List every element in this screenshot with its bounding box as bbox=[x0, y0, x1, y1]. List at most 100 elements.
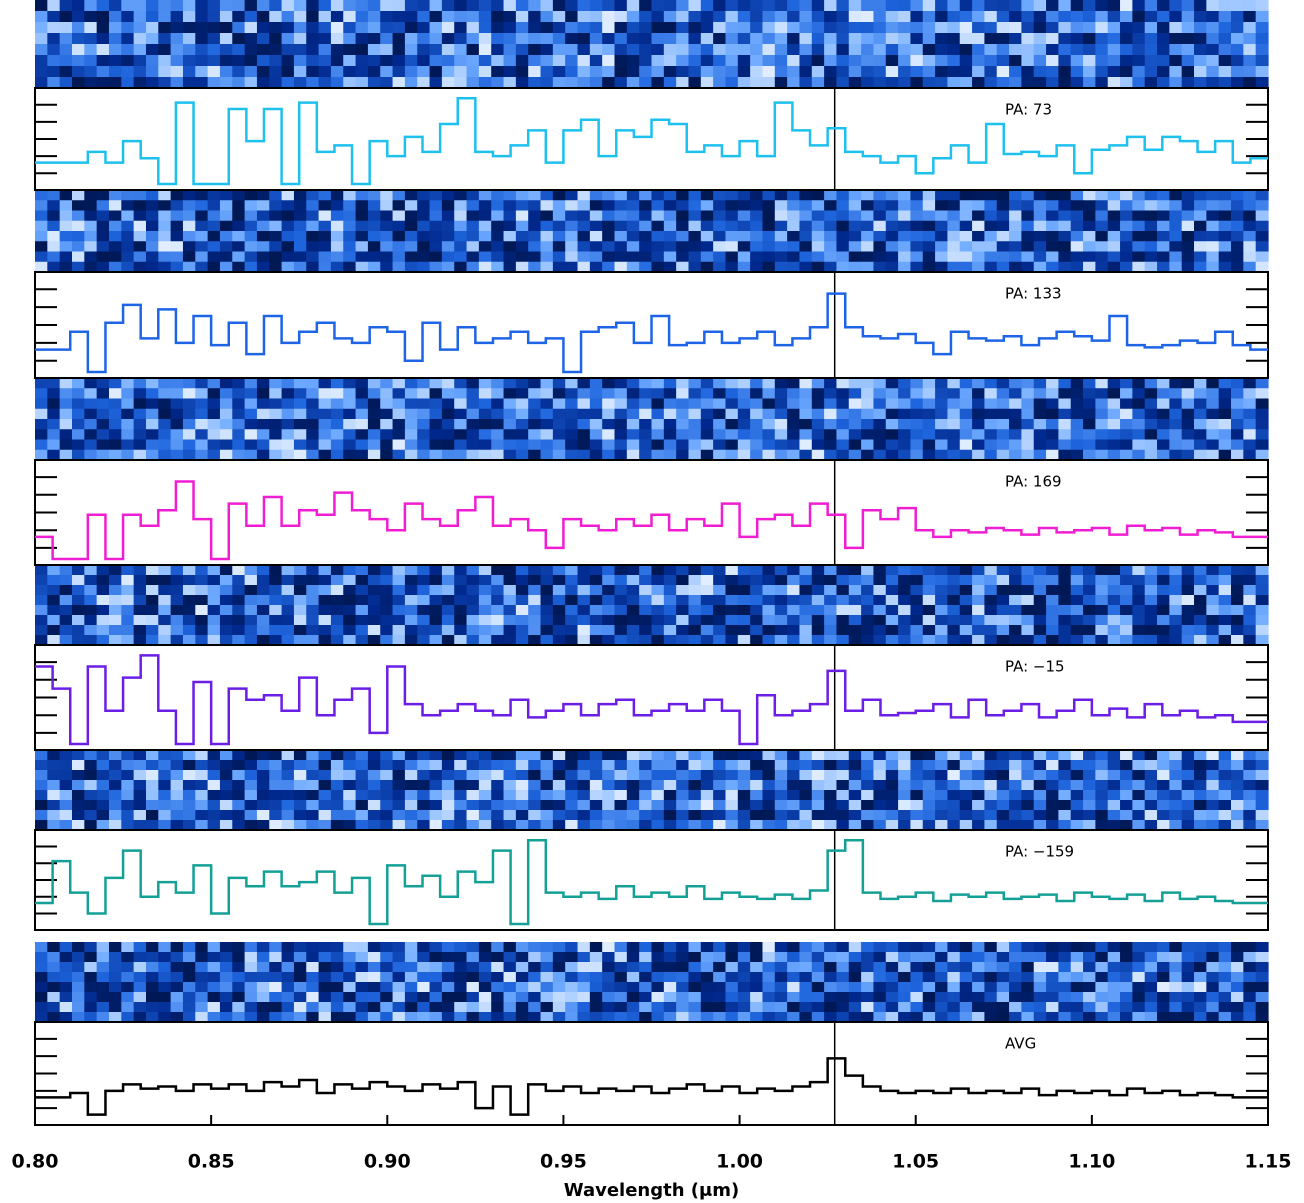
pixel bbox=[627, 55, 640, 67]
pixel bbox=[195, 44, 208, 56]
pixel bbox=[331, 972, 344, 983]
pixel bbox=[171, 33, 184, 45]
pixel bbox=[1157, 11, 1170, 23]
pixel bbox=[171, 429, 184, 440]
pixel bbox=[1071, 231, 1084, 242]
pixel bbox=[393, 440, 406, 451]
pixel bbox=[1145, 1002, 1158, 1013]
pixel bbox=[972, 810, 985, 821]
pixel bbox=[109, 605, 122, 616]
pixel bbox=[861, 972, 874, 983]
pixel bbox=[467, 0, 480, 12]
pixel bbox=[824, 11, 837, 23]
pixel bbox=[738, 595, 751, 606]
pixel bbox=[1120, 44, 1133, 56]
pixel bbox=[417, 770, 430, 781]
pixel bbox=[232, 190, 245, 201]
pixel bbox=[799, 66, 812, 78]
pixel bbox=[232, 750, 245, 761]
pixel bbox=[1206, 760, 1219, 771]
pixel bbox=[430, 252, 443, 263]
pixel bbox=[935, 810, 948, 821]
pixel bbox=[787, 44, 800, 56]
pixel bbox=[97, 231, 110, 242]
pixel bbox=[220, 760, 233, 771]
pixel bbox=[356, 211, 369, 222]
pixel bbox=[195, 221, 208, 232]
pixel bbox=[652, 942, 665, 953]
pixel bbox=[208, 409, 221, 420]
pixel bbox=[208, 190, 221, 201]
pixel bbox=[886, 450, 899, 461]
pixel bbox=[294, 33, 307, 45]
pixel bbox=[47, 942, 60, 953]
pixel bbox=[787, 800, 800, 811]
pixel bbox=[701, 440, 714, 451]
pixel bbox=[60, 378, 73, 389]
pixel bbox=[1243, 33, 1256, 45]
pixel bbox=[725, 66, 738, 78]
pixel bbox=[738, 231, 751, 242]
pixel bbox=[861, 962, 874, 973]
pixel bbox=[861, 810, 874, 821]
pixel bbox=[208, 11, 221, 23]
pixel bbox=[282, 800, 295, 811]
pixel bbox=[60, 440, 73, 451]
pixel bbox=[319, 33, 332, 45]
pixel bbox=[343, 231, 356, 242]
pixel bbox=[972, 388, 985, 399]
pixel bbox=[1145, 780, 1158, 791]
pixel bbox=[972, 615, 985, 626]
pixel bbox=[688, 770, 701, 781]
pixel bbox=[504, 33, 517, 45]
pixel bbox=[873, 440, 886, 451]
pixel bbox=[836, 231, 849, 242]
pixel bbox=[380, 44, 393, 56]
pixel bbox=[356, 605, 369, 616]
pixel bbox=[343, 200, 356, 211]
pixel bbox=[738, 972, 751, 983]
pixel bbox=[578, 409, 591, 420]
pixel bbox=[479, 399, 492, 410]
pixel bbox=[676, 942, 689, 953]
pixel bbox=[775, 625, 788, 636]
pixel bbox=[60, 810, 73, 821]
pixel bbox=[134, 982, 147, 993]
pixel bbox=[873, 760, 886, 771]
pixel bbox=[565, 440, 578, 451]
pixel bbox=[812, 419, 825, 430]
pixel bbox=[479, 810, 492, 821]
pixel bbox=[467, 440, 480, 451]
pixel bbox=[652, 565, 665, 576]
pixel bbox=[947, 66, 960, 78]
pixel bbox=[306, 760, 319, 771]
pixel bbox=[960, 44, 973, 56]
pixel bbox=[380, 33, 393, 45]
pixel bbox=[60, 11, 73, 23]
pixel bbox=[713, 190, 726, 201]
pixel bbox=[1169, 992, 1182, 1003]
pixel bbox=[639, 565, 652, 576]
pixel bbox=[380, 565, 393, 576]
pixel bbox=[1021, 33, 1034, 45]
pixel bbox=[405, 388, 418, 399]
pixel bbox=[1182, 942, 1195, 953]
pixel bbox=[824, 221, 837, 232]
pixel bbox=[72, 942, 85, 953]
pixel bbox=[812, 750, 825, 761]
pixel bbox=[947, 800, 960, 811]
pixel bbox=[1231, 22, 1244, 34]
pixel bbox=[491, 952, 504, 963]
pixel bbox=[1132, 231, 1145, 242]
pixel bbox=[627, 625, 640, 636]
pixel bbox=[935, 429, 948, 440]
pixel bbox=[676, 378, 689, 389]
pixel bbox=[417, 952, 430, 963]
pixel bbox=[47, 388, 60, 399]
pixel bbox=[1071, 44, 1084, 56]
pixel bbox=[195, 66, 208, 78]
pixel bbox=[1182, 66, 1195, 78]
pixel bbox=[171, 211, 184, 222]
pixel bbox=[886, 409, 899, 420]
pixel bbox=[282, 575, 295, 586]
